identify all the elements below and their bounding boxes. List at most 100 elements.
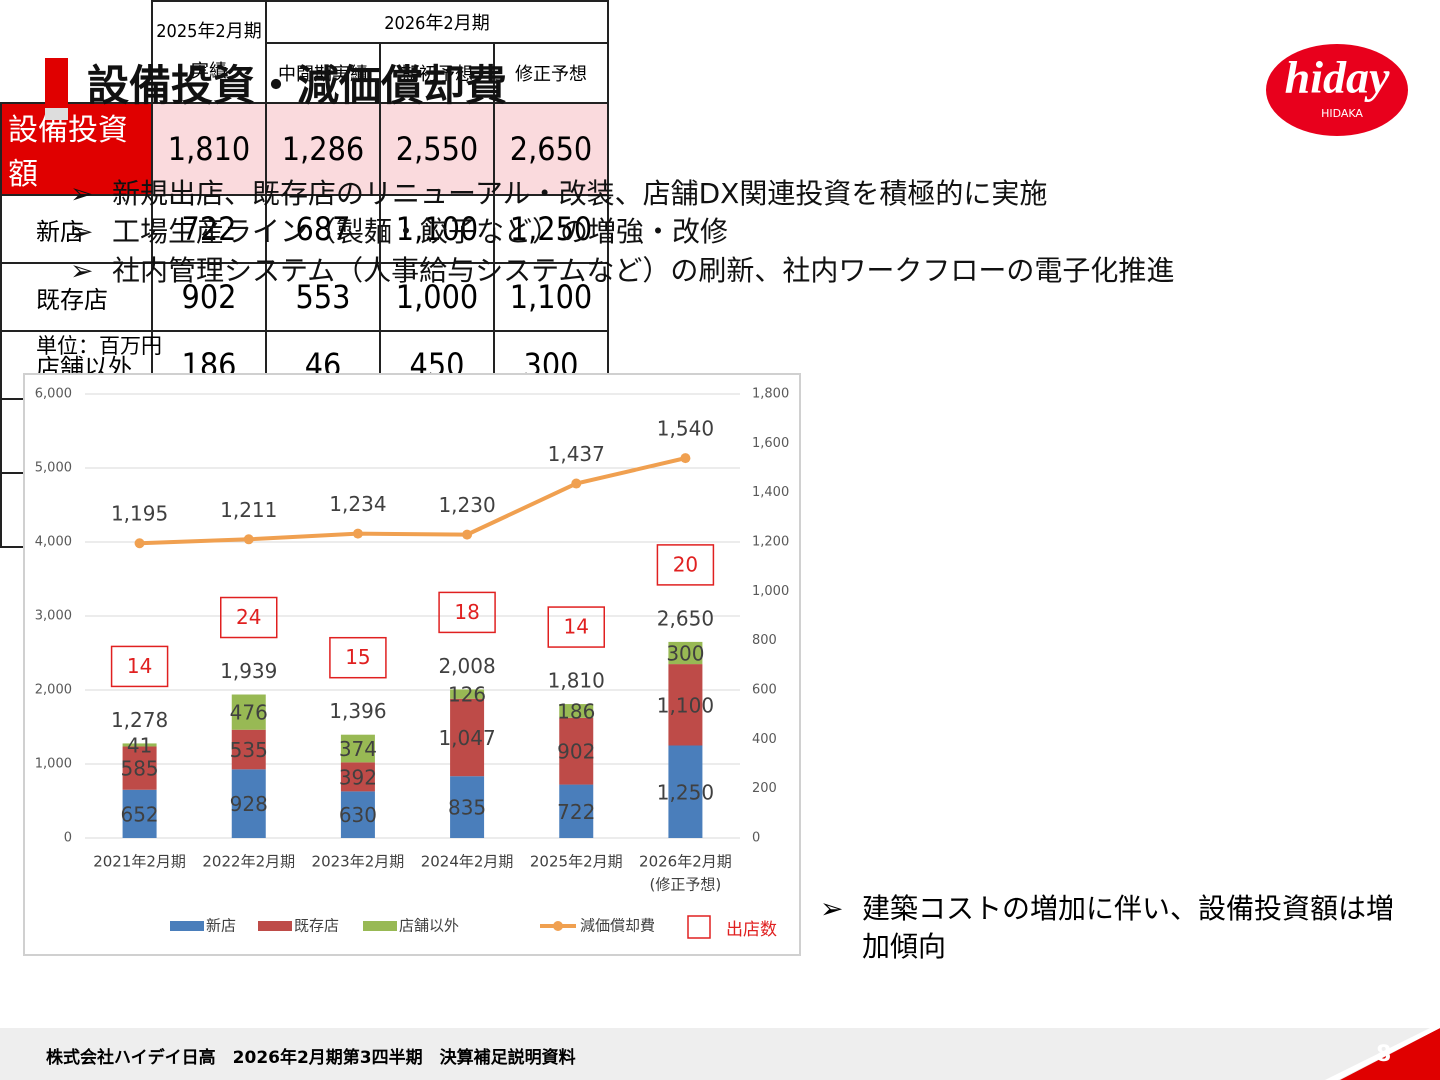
logo-text: hiday: [1285, 52, 1390, 103]
data-label: 392: [339, 765, 377, 789]
y2-tick-label: 1,000: [752, 584, 789, 599]
store-openings-box: [220, 596, 278, 639]
data-label: 374: [339, 737, 377, 761]
y2-tick-label: 800: [752, 633, 777, 648]
table-cell: 1,000: [379, 262, 495, 332]
table-subheader: 中間期実績: [265, 42, 381, 104]
store-openings-label: 14: [127, 654, 152, 678]
table-cell: 687: [265, 194, 381, 264]
note-text: 建築コストの増加に伴い、設備投資額は増加傾向: [862, 892, 1395, 963]
y-tick-label: 6,000: [35, 387, 72, 402]
bar-segment: [231, 694, 266, 730]
y2-tick-label: 1,200: [752, 535, 789, 550]
bar-segment: [340, 762, 375, 792]
y-tick-label: 4,000: [35, 535, 72, 550]
x-tick-label: 2021年2月期: [93, 853, 186, 871]
data-label: 1,250: [657, 780, 714, 804]
data-label: 1,211: [220, 498, 277, 522]
bar-segment: [450, 689, 485, 699]
legend-swatch: [258, 921, 292, 931]
legend-label: 店舗以外: [399, 917, 459, 935]
x-tick-label: 2026年2月期: [639, 853, 732, 871]
table-cell: 1,286: [265, 102, 381, 196]
legend-label: 出店数: [726, 920, 777, 940]
bar-segment: [122, 743, 157, 747]
bar-segment: [559, 717, 594, 785]
data-label: 585: [120, 757, 158, 781]
table-cell: 1,100: [379, 194, 495, 264]
logo-subtext: HIDAKA: [1321, 107, 1363, 120]
data-label: 1,540: [657, 417, 714, 441]
y2-tick-label: 1,800: [752, 387, 789, 402]
legend-label: 新店: [206, 917, 236, 935]
data-label: 535: [230, 738, 268, 762]
line-point: [680, 453, 691, 464]
y2-tick-label: 200: [752, 781, 777, 796]
y2-tick-label: 1,600: [752, 436, 789, 451]
table-cell: 722: [151, 194, 267, 264]
footer-accent: [1325, 1028, 1440, 1080]
row-label: 既存店: [0, 262, 153, 332]
store-openings-box: [438, 591, 496, 634]
bar-segment: [450, 698, 485, 777]
bar-segment: [559, 784, 594, 838]
line-point: [462, 529, 473, 540]
y-tick-label: 0: [64, 831, 72, 846]
line-point: [571, 478, 582, 489]
header-text: 2025年2月期: [156, 21, 262, 42]
total-label: 1,810: [548, 669, 605, 693]
data-label: 835: [448, 796, 486, 820]
table-cell: 1,810: [151, 102, 267, 196]
data-label: 1,047: [438, 726, 495, 750]
row-label: 新店: [0, 194, 153, 264]
table-cell: 553: [265, 262, 381, 332]
bullet: ➢ 工場生産ライン（製麺・餃子など）の増強・改修: [70, 215, 729, 248]
data-label: 652: [120, 802, 158, 826]
bullet-text: 社内管理システム（人事給与システムなど）の刷新、社内ワークフローの電子化推進: [112, 254, 1175, 287]
data-label: 476: [230, 701, 268, 725]
line-point: [352, 528, 363, 539]
x-tick-label: 2024年2月期: [421, 853, 514, 871]
title-bar-shadow: [45, 108, 68, 120]
header-text: 実績: [191, 61, 227, 82]
footer: [0, 1028, 1440, 1080]
store-openings-label: 15: [345, 645, 370, 669]
table-cell: 902: [151, 262, 267, 332]
store-openings-box: [329, 636, 387, 679]
store-openings-label: 14: [564, 615, 589, 639]
bullet: ➢ 新規出店、既存店のリニューアル・改装、店舗DX関連投資を積極的に実施: [70, 177, 1048, 210]
bar-segment: [122, 789, 157, 838]
table-header: 2026年2月期: [265, 0, 609, 44]
title-bar: [45, 58, 68, 108]
legend-swatch: [553, 921, 563, 931]
data-label: 186: [557, 699, 595, 723]
page-number: 8: [1376, 1042, 1392, 1067]
total-label: 1,939: [220, 659, 277, 683]
y2-tick-label: 400: [752, 732, 777, 747]
y-tick-label: 2,000: [35, 683, 72, 698]
logo: hiday HIDAKA: [1266, 44, 1408, 136]
data-label: 722: [557, 800, 595, 824]
data-label: 902: [557, 740, 595, 764]
y2-tick-label: 600: [752, 683, 777, 698]
x-tick-label: 2022年2月期: [202, 853, 295, 871]
bar-segment: [340, 791, 375, 838]
note: ➢ 建築コストの増加に伴い、設備投資額は増加傾向: [820, 890, 1420, 966]
store-openings-label: 18: [454, 600, 479, 624]
legend-label: 既存店: [294, 917, 339, 935]
total-label: 1,278: [111, 708, 168, 732]
bar-segment: [668, 641, 703, 665]
y2-tick-label: 0: [752, 831, 760, 846]
line-point: [243, 534, 254, 545]
bar-segment: [450, 776, 485, 838]
y-tick-label: 1,000: [35, 757, 72, 772]
legend-swatch: [687, 915, 711, 939]
title: 設備投資・減価償却費: [87, 61, 508, 110]
table-header: 2025年2月期 実績: [151, 0, 267, 104]
line-point: [134, 538, 145, 549]
store-openings-label: 20: [673, 552, 698, 576]
legend-swatch: [363, 921, 397, 931]
table-subheader: 期初予想: [379, 42, 495, 104]
store-openings-box: [110, 645, 169, 688]
